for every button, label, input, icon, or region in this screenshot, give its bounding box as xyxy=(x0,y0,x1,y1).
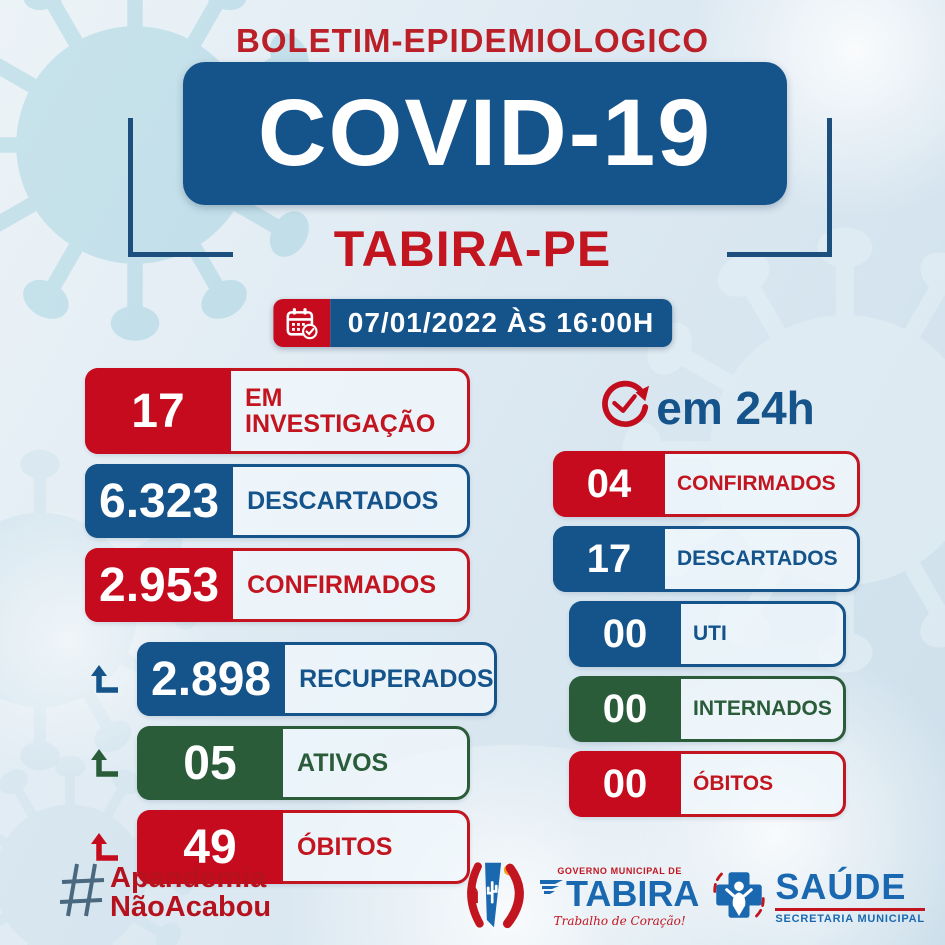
trend-up-arrow-icon xyxy=(85,747,137,779)
stat-value: 6.323 xyxy=(85,464,234,538)
stat-value: 00 xyxy=(569,751,681,817)
stat-value: 04 xyxy=(553,451,665,517)
page-title: COVID-19 xyxy=(257,80,713,186)
health-cross-icon xyxy=(711,866,767,929)
stat-label: ATIVOS xyxy=(297,748,389,777)
health-logo-name: SAÚDE xyxy=(775,866,907,907)
stat-value: 17 xyxy=(553,526,665,592)
stat-label: ÓBITOS xyxy=(297,832,393,861)
stat-row: 49 ÓBITOS xyxy=(137,810,470,884)
stat-row: 2.898 RECUPERADOS xyxy=(137,642,497,716)
stat-line-ativos: 05 ATIVOS xyxy=(85,726,470,800)
title-banner: COVID-19 xyxy=(183,62,787,205)
gov-logo-tagline: Trabalho de Coração! xyxy=(553,914,686,928)
last24h-header: em 24h xyxy=(553,378,860,437)
stat-label: DESCARTADOS xyxy=(677,547,838,570)
stat-row: 05 ATIVOS xyxy=(137,726,470,800)
stat-line-obitos: 49 ÓBITOS xyxy=(85,810,470,884)
health-logo-subtext: SECRETARIA MUNICIPAL xyxy=(775,913,925,925)
wing-icon xyxy=(540,880,563,894)
stat-row-24h-obitos: 00 ÓBITOS xyxy=(569,751,846,817)
last24h-column: em 24h 04 CONFIRMADOS 17 DESCARTADOS 00 … xyxy=(553,378,860,826)
bracket-left-decor xyxy=(128,118,233,257)
stat-label: CONFIRMADOS xyxy=(247,570,437,599)
stat-value: 05 xyxy=(137,726,283,800)
hashtag-icon xyxy=(56,858,108,927)
stat-value: 2.898 xyxy=(137,642,286,716)
stat-row-24h-descartados: 17 DESCARTADOS xyxy=(553,526,860,592)
city-crest-icon xyxy=(460,857,528,938)
government-logo: GOVERNO MUNICIPAL DE TABIRA Trabalho de … xyxy=(540,867,699,927)
gov-logo-top-text: GOVERNO MUNICIPAL DE xyxy=(557,866,682,876)
health-logo-rule xyxy=(775,908,925,911)
stat-label: CONFIRMADOS xyxy=(677,472,836,495)
health-logo-text: SAÚDE SECRETARIA MUNICIPAL xyxy=(775,869,925,925)
stat-value: 17 xyxy=(85,368,231,454)
stat-row-24h-internados: 00 INTERNADOS xyxy=(569,676,846,742)
stat-value: 00 xyxy=(569,601,681,667)
stat-value: 00 xyxy=(569,676,681,742)
bracket-right-decor xyxy=(727,118,832,257)
stat-row-descartados: 6.323 DESCARTADOS xyxy=(85,464,470,538)
gov-logo-name: TABIRA xyxy=(540,876,699,912)
stat-label: ÓBITOS xyxy=(693,772,774,795)
stat-label: DESCARTADOS xyxy=(247,486,439,515)
stat-label: EM INVESTIGAÇÃO xyxy=(245,383,436,438)
trend-up-arrow-icon xyxy=(85,831,137,863)
stat-label: UTI xyxy=(693,622,727,645)
footer-logos: GOVERNO MUNICIPAL DE TABIRA Trabalho de … xyxy=(460,852,925,942)
stat-value: 2.953 xyxy=(85,548,234,622)
bulletin-kicker: BOLETIM-EPIDEMIOLOGICO xyxy=(236,22,709,59)
hashtag-text: Apandemia NãoAcabou xyxy=(110,861,272,923)
stat-row-24h-uti: 00 UTI xyxy=(569,601,846,667)
health-secretary-logo: SAÚDE SECRETARIA MUNICIPAL xyxy=(711,866,925,929)
stat-value: 49 xyxy=(137,810,283,884)
stat-label: INTERNADOS xyxy=(693,697,832,720)
trend-up-arrow-icon xyxy=(85,663,137,695)
clock-24h-icon xyxy=(598,378,652,437)
city-subtitle: TABIRA-PE xyxy=(333,221,612,277)
date-text: 07/01/2022 ÀS 16:00H xyxy=(329,299,673,347)
hashtag-line2: NãoAcabou xyxy=(110,890,272,923)
date-badge: 07/01/2022 ÀS 16:00H xyxy=(272,299,673,347)
stat-row-24h-confirmados: 04 CONFIRMADOS xyxy=(553,451,860,517)
stat-label: RECUPERADOS xyxy=(299,664,494,693)
stat-line-recuperados: 2.898 RECUPERADOS xyxy=(85,642,497,716)
stat-row-em-investigacao: 17 EM INVESTIGAÇÃO xyxy=(85,368,470,454)
totals-column: 17 EM INVESTIGAÇÃO 6.323 DESCARTADOS 2.9… xyxy=(85,368,497,894)
stat-row-confirmados: 2.953 CONFIRMADOS xyxy=(85,548,470,622)
hashtag-line1: Apandemia xyxy=(110,861,267,894)
last24h-title: em 24h xyxy=(656,381,815,434)
hashtag-campaign: Apandemia NãoAcabou xyxy=(56,858,271,927)
gov-logo-city: TABIRA xyxy=(566,873,700,914)
calendar-check-icon xyxy=(272,299,330,347)
